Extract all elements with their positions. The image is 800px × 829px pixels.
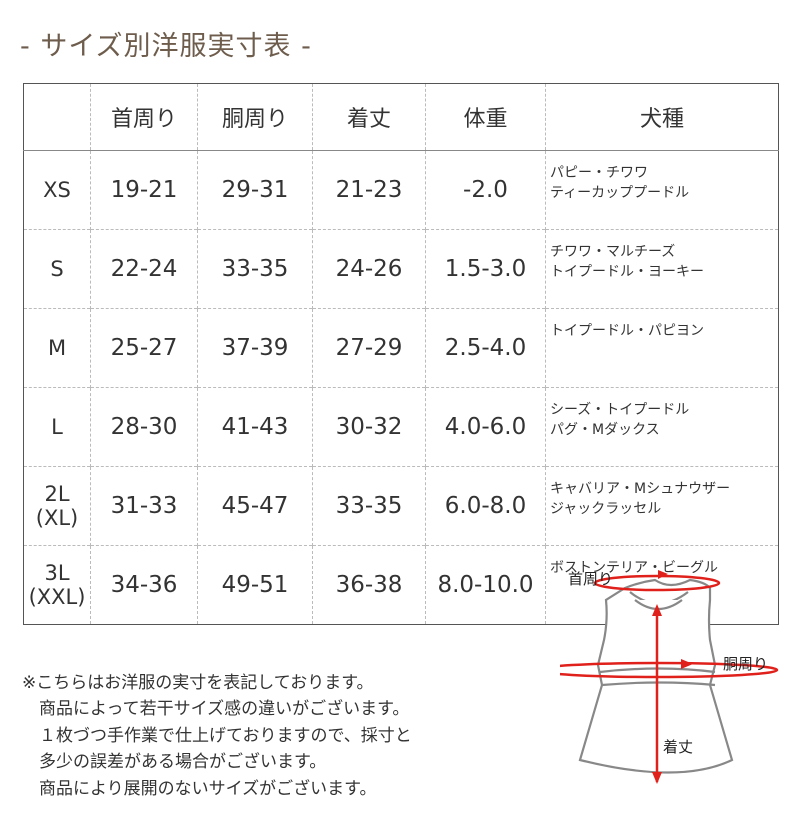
neck-cell: 28-30 — [90, 387, 198, 467]
length-cell: 21-23 — [312, 150, 426, 230]
table-row: XS 19-21 29-31 21-23 -2.0 パピー・チワワティーカッププードル — [23, 150, 779, 230]
length-cell: 33-35 — [312, 466, 426, 546]
chest-cell: 41-43 — [197, 387, 313, 467]
breed-line: チワワ・マルチーズ — [550, 244, 676, 260]
breed-line: パピー・チワワ — [550, 165, 648, 181]
chest-label: 胴周り — [723, 655, 769, 673]
column-header: 首周り — [90, 83, 198, 151]
length-cell: 27-29 — [312, 308, 426, 388]
table-row: 3L (XXL) 34-36 49-51 36-38 8.0-10.0 ボストンテリア・ビー… — [23, 545, 779, 625]
chest-cell: 37-39 — [197, 308, 313, 388]
chest-cell: 33-35 — [197, 229, 313, 309]
column-header: 体重 — [425, 83, 546, 151]
neck-cell: 19-21 — [90, 150, 198, 230]
neck-cell: 25-27 — [90, 308, 198, 388]
size-label: 2L — [44, 482, 70, 506]
breed-cell: パピー・チワワティーカッププードル — [545, 150, 779, 230]
size-alt-label: (XXL) — [28, 585, 86, 609]
size-label: L — [51, 415, 63, 439]
breed-cell: シーズ・トイプードル パグ・Mダックス — [545, 387, 779, 467]
dress-diagram: 首周り 胴周り 着丈 — [535, 560, 800, 794]
size-label: 3L — [44, 561, 70, 585]
breed-line: トイプードル・ヨーキー — [550, 264, 704, 280]
breed-cell: チワワ・マルチーズトイプードル・ヨーキー — [545, 229, 779, 309]
weight-cell: 1.5-3.0 — [425, 229, 546, 309]
page-title: - サイズ別洋服実寸表 - — [20, 31, 312, 62]
breed-cell: キャバリア・Mシュナウザー ジャックラッセル — [545, 466, 779, 546]
column-header — [23, 83, 91, 151]
size-cell: 2L (XL) — [23, 466, 91, 546]
weight-cell: 6.0-8.0 — [425, 466, 546, 546]
neck-cell: 31-33 — [90, 466, 198, 546]
table-row: S 22-24 33-35 24-26 1.5-3.0 チワワ・マルチーズトイプードル・ヨ… — [23, 229, 779, 309]
size-alt-label: (XL) — [35, 506, 79, 530]
length-cell: 30-32 — [312, 387, 426, 467]
size-label: M — [47, 336, 67, 360]
neck-label: 首周り — [568, 570, 614, 588]
size-label: S — [50, 257, 64, 281]
size-cell: L — [23, 387, 91, 467]
breed-line: ティーカッププードル — [550, 185, 690, 201]
weight-cell: 4.0-6.0 — [425, 387, 546, 467]
note-line: 商品により展開のないサイズがございます。 — [22, 778, 377, 799]
note-line: 商品によって若干サイズ感の違いがございます。 — [22, 699, 410, 719]
size-label: XS — [43, 178, 71, 202]
breed-line: トイプードル・パピヨン — [550, 323, 704, 339]
column-header: 犬種 — [545, 83, 779, 151]
chest-cell: 29-31 — [197, 150, 313, 230]
note-line: ※こちらはお洋服の実寸を表記しております。 — [22, 672, 374, 693]
notes: ※こちらはお洋服の実寸を表記しております。 商品によって若干サイズ感の違いがござ… — [22, 643, 412, 829]
breed-line: パグ・Mダックス — [550, 422, 660, 438]
size-cell: 3L (XXL) — [23, 545, 91, 625]
length-label: 着丈 — [663, 738, 694, 756]
table-row: 2L (XL) 31-33 45-47 33-35 6.0-8.0 キャバリア・Mシュナウザ… — [23, 466, 779, 546]
column-header: 着丈 — [312, 83, 426, 151]
column-header: 胴周り — [197, 83, 313, 151]
neck-cell: 34-36 — [90, 545, 198, 625]
length-cell: 36-38 — [312, 545, 426, 625]
chest-cell: 49-51 — [197, 545, 313, 625]
size-table: 首周り 胴周り 着丈 体重 犬種 XS 19-21 29-31 21-23 -2.0 パピー・チワ… — [23, 83, 779, 625]
note-line: 多少の誤差がある場合がございます。 — [22, 752, 327, 772]
breed-line: ボストンテリア・ビーグル — [550, 560, 718, 576]
breed-line: シーズ・トイプードル — [550, 402, 690, 418]
weight-cell: 2.5-4.0 — [425, 308, 546, 388]
neck-cell: 22-24 — [90, 229, 198, 309]
length-cell: 24-26 — [312, 229, 426, 309]
weight-cell: 8.0-10.0 — [425, 545, 546, 625]
size-cell: S — [23, 229, 91, 309]
weight-cell: -2.0 — [425, 150, 546, 230]
size-cell: M — [23, 308, 91, 388]
table-row: M 25-27 37-39 27-29 2.5-4.0 トイプードル・パピヨン — [23, 308, 779, 388]
note-line: １枚づつ手作業で仕上げておりますので、採寸と — [22, 725, 412, 746]
chest-cell: 45-47 — [197, 466, 313, 546]
breed-line: ジャックラッセル — [550, 501, 662, 517]
breed-line: キャバリア・Mシュナウザー — [550, 481, 731, 497]
size-cell: XS — [23, 150, 91, 230]
breed-cell: トイプードル・パピヨン — [545, 308, 779, 388]
table-row: L 28-30 41-43 30-32 4.0-6.0 シーズ・トイプードル パグ・Mダック… — [23, 387, 779, 467]
